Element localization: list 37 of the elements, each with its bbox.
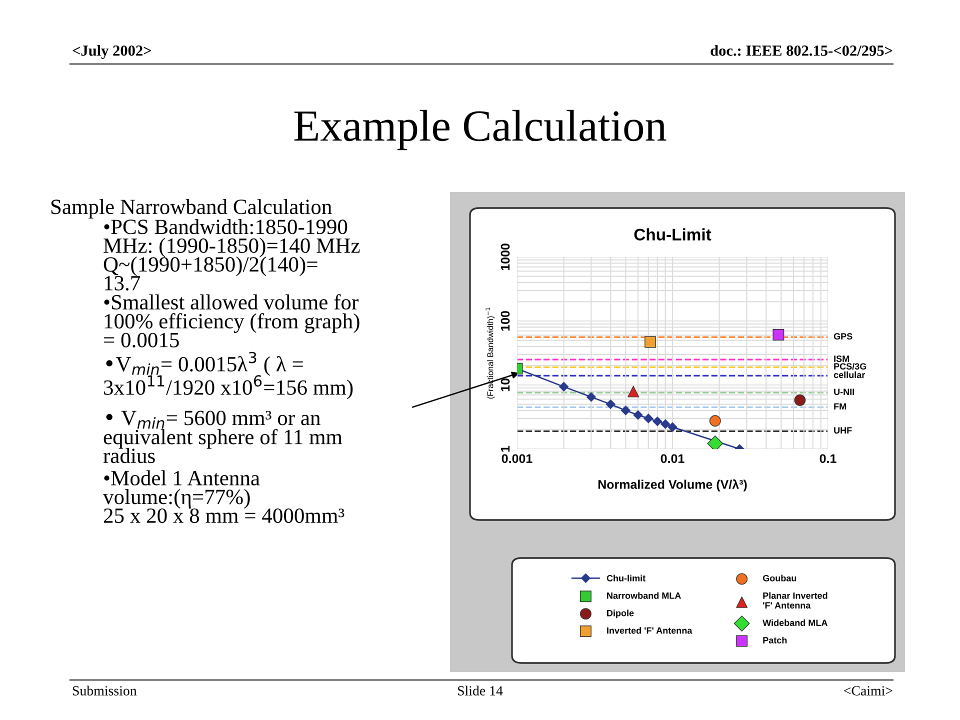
text: doc.: IEEE 802.15-<02/295> [710,45,892,56]
x-axis-title: Normalized Volume (V/λ³) [598,479,747,492]
text: •Model 1 Antenna volume:(η=77%) 25 x 20 x 8 mm = 4000mm³ [103,470,344,523]
text: <Caimi> [844,686,892,696]
ref-line-label: GPS [834,333,852,340]
ref-line-label: UHF [834,427,852,434]
ref-line-label: PCS/3G [834,362,866,370]
legend-label: Goubau [762,574,796,582]
ref-line-label: cellular [834,371,866,378]
y-axis-title: (Fractional Bandwidth)$^{−1}$ [486,308,495,399]
y-tick-label: 1000 [500,244,510,270]
legend-label: Narrowband MLA [607,592,681,599]
text: • V$_{min}$= 5600 mm³ or an equivalent sphere of 11 mm radius [103,410,342,464]
legend-label: Wideband MLA [762,619,828,626]
ref-line-label: ISM [834,356,849,362]
legend-label: Inverted 'F' Antenna [607,627,692,634]
text: •PCS Bandwidth:1850-1990 MHz: (1990-1850)=140 MHz Q~(1990+1850)/2(140)= 13.7 [104,219,360,291]
x-tick-label: 0.001 [502,454,532,464]
y-tick-label: 1 [500,446,510,452]
legend-label: Dipole [607,610,634,618]
text: •Smallest allowed volume for 100% efficiency (from graph) = 0.0015 [104,294,360,348]
x-tick-label: 0.1 [820,454,836,464]
legend-label: Patch [763,636,787,644]
text: Submission [72,686,137,696]
ref-line-label: FM [834,403,846,410]
legend-label: Chu-limit [606,574,646,582]
text: Sample Narrowband Calculation [51,199,332,219]
text: •V$_{min}$= 0.0015λ$^{3}$ ( λ = 3x10$^{11}$/1920 x10$^{6}$=156 mm) [104,352,353,400]
text: <July 2002> [72,45,151,59]
text: Slide 14 [458,686,503,696]
chart-title: Chu-Limit [634,228,712,240]
ref-line-label: U-NII [834,388,854,396]
x-tick-label: 0.01 [660,454,684,464]
y-tick-label: 100 [500,311,510,331]
text: Example Calculation [294,110,666,150]
y-tick-label: 10 [500,378,510,392]
legend-label: Planar Inverted 'F' Antenna [763,592,828,609]
